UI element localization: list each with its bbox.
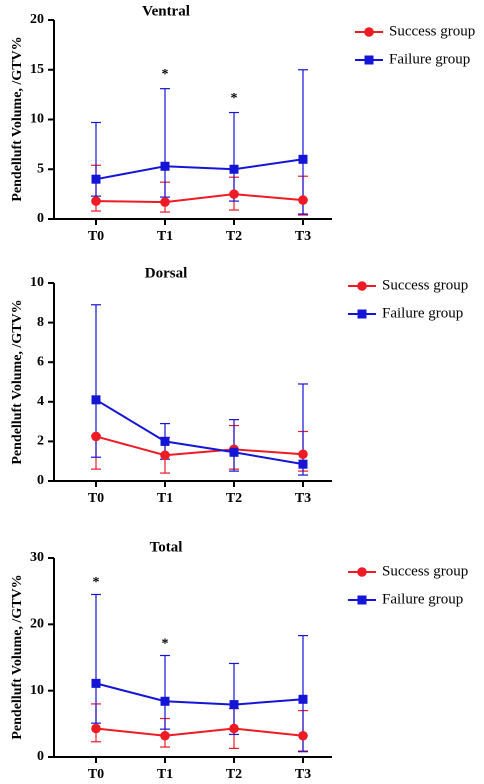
data-point-success bbox=[298, 449, 308, 460]
y-tick-label: 30 bbox=[30, 550, 44, 565]
chart-title: Ventral bbox=[142, 3, 190, 19]
x-tick-label: T3 bbox=[295, 767, 311, 782]
legend-marker-success bbox=[364, 27, 374, 37]
data-point-success bbox=[91, 431, 101, 442]
chart-title: Total bbox=[150, 539, 183, 555]
series-line-success bbox=[95, 727, 304, 737]
y-tick-label: 2 bbox=[37, 434, 44, 449]
x-tick-label: T2 bbox=[226, 767, 242, 782]
legend-label: Success group bbox=[389, 23, 475, 39]
data-point-success bbox=[91, 196, 101, 206]
data-point-failure bbox=[160, 436, 170, 446]
x-tick-label: T2 bbox=[226, 491, 242, 506]
chart-title: Dorsal bbox=[145, 265, 188, 281]
data-point-failure bbox=[160, 696, 170, 706]
data-point-success bbox=[229, 723, 239, 734]
legend-label: Failure group bbox=[389, 51, 470, 67]
data-point-success bbox=[229, 189, 239, 199]
x-tick-label: T1 bbox=[157, 229, 173, 244]
data-point-failure bbox=[229, 447, 239, 457]
x-tick-label: T2 bbox=[226, 229, 242, 244]
legend-marker-success bbox=[357, 567, 367, 577]
legend-label: Success group bbox=[382, 277, 468, 293]
significance-marker: * bbox=[231, 91, 238, 106]
y-tick-label: 0 bbox=[37, 749, 44, 764]
data-point-failure bbox=[91, 174, 101, 184]
legend-label: Failure group bbox=[382, 305, 463, 321]
y-tick-label: 0 bbox=[37, 473, 44, 488]
data-point-success bbox=[160, 450, 170, 461]
y-axis-label: Pendelluft Volume, /GTV% bbox=[10, 299, 25, 464]
data-point-failure bbox=[229, 700, 239, 710]
data-point-success bbox=[298, 730, 308, 741]
chart-panel-dorsal: Dorsal Pendelluft Volume, /GTV% 0 2 4 6 8 10 T0 T… bbox=[10, 265, 468, 506]
y-tick-label: 6 bbox=[37, 354, 44, 369]
significance-marker: * bbox=[162, 67, 169, 82]
data-point-failure bbox=[91, 678, 101, 688]
y-tick-label: 0 bbox=[37, 211, 44, 226]
x-tick-label: T3 bbox=[295, 491, 311, 506]
x-tick-label: T3 bbox=[295, 229, 311, 244]
y-tick-label: 5 bbox=[37, 161, 44, 176]
y-tick-label: 8 bbox=[37, 315, 44, 330]
x-tick-label: T0 bbox=[88, 229, 104, 244]
data-point-failure bbox=[160, 161, 170, 171]
y-axis-label: Pendelluft Volume, /GTV% bbox=[10, 574, 25, 739]
chart-panel-ventral: Ventral Pendelluft Volume, /GTV% 0 5 10 15 20 T… bbox=[10, 3, 475, 244]
series-line-failure bbox=[95, 398, 304, 466]
y-axis-label: Pendelluft Volume, /GTV% bbox=[10, 36, 25, 201]
data-point-success bbox=[91, 723, 101, 734]
y-tick-label: 15 bbox=[30, 62, 44, 77]
x-tick-label: T1 bbox=[157, 767, 173, 782]
y-tick-label: 20 bbox=[30, 617, 44, 632]
data-point-failure bbox=[298, 694, 308, 704]
data-point-success bbox=[160, 197, 170, 207]
x-tick-label: T0 bbox=[88, 767, 104, 782]
series-line-failure bbox=[95, 158, 304, 181]
y-tick-label: 4 bbox=[37, 394, 44, 409]
legend-label: Failure group bbox=[382, 591, 463, 607]
significance-marker: * bbox=[162, 636, 169, 651]
data-point-failure bbox=[298, 459, 308, 469]
legend-label: Success group bbox=[382, 563, 468, 579]
x-tick-label: T1 bbox=[157, 491, 173, 506]
x-tick-label: T0 bbox=[88, 491, 104, 506]
y-tick-label: 20 bbox=[30, 12, 44, 27]
data-point-failure bbox=[229, 164, 239, 174]
series-line-failure bbox=[95, 682, 304, 706]
data-point-failure bbox=[91, 395, 101, 405]
series-line-success bbox=[95, 193, 304, 204]
y-tick-label: 10 bbox=[30, 112, 44, 127]
data-point-failure bbox=[298, 154, 308, 164]
y-tick-label: 10 bbox=[30, 275, 44, 290]
legend-marker-success bbox=[357, 281, 367, 291]
significance-marker: * bbox=[93, 575, 100, 590]
legend-marker-failure bbox=[357, 309, 367, 319]
legend-marker-failure bbox=[364, 55, 374, 65]
y-tick-label: 10 bbox=[30, 683, 44, 698]
legend-marker-failure bbox=[357, 595, 367, 605]
data-point-success bbox=[160, 730, 170, 741]
series-line-success bbox=[95, 435, 304, 457]
chart-panel-total: Total Pendelluft Volume, /GTV% 0 10 20 30 T0 T1… bbox=[10, 539, 468, 782]
data-point-success bbox=[298, 195, 308, 205]
